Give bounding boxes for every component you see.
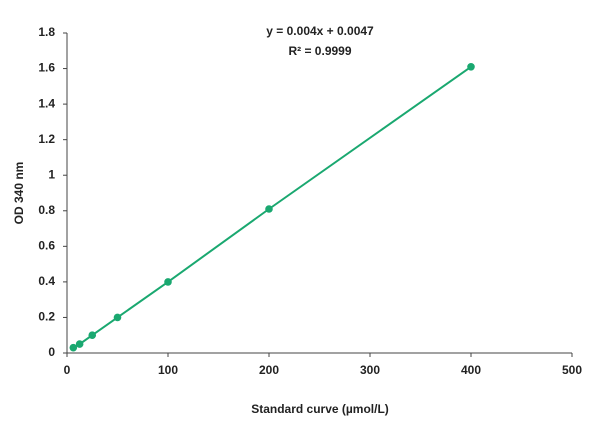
y-tick-label: 1.4 <box>38 96 55 110</box>
point <box>164 278 172 286</box>
point <box>113 313 122 322</box>
point <box>75 340 84 348</box>
y-tick-label: 1 <box>48 167 55 181</box>
x-tick-label: 200 <box>259 363 279 377</box>
equation: y = 0.004x + 0.0047 <box>266 24 374 38</box>
point <box>265 205 273 213</box>
y-tick-label: 0.6 <box>38 239 55 253</box>
y-tick-label: 0.2 <box>38 310 55 324</box>
x-axis-label: Standard curve (µmol/L) <box>251 402 389 416</box>
point <box>467 62 475 71</box>
y-tick-label: 0.4 <box>38 274 55 288</box>
x-tick-label: 500 <box>562 363 582 377</box>
y-tick-label: 1.8 <box>38 25 55 39</box>
point <box>69 343 78 352</box>
x-tick-label: 0 <box>64 363 71 377</box>
y-tick-label: 0.8 <box>38 203 55 217</box>
point <box>88 331 97 340</box>
y-tick-label: 0 <box>48 345 55 359</box>
y-axis-label: OD 340 nm <box>12 162 26 225</box>
r-squared: R² = 0.9999 <box>288 44 351 58</box>
x-tick-label: 400 <box>461 363 481 377</box>
x-tick-label: 100 <box>158 363 178 377</box>
x-tick-label: 300 <box>360 363 380 377</box>
y-tick-label: 1.6 <box>38 61 55 75</box>
y-tick-label: 1.2 <box>38 132 55 146</box>
